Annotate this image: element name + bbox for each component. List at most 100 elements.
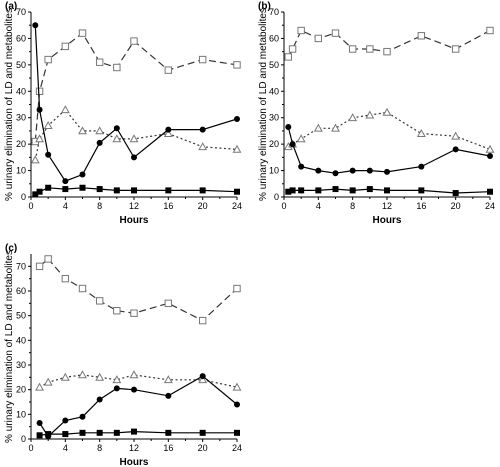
x-tick-label: 20 (451, 201, 461, 211)
y-tick-label: 40 (16, 335, 26, 345)
data-point-filled-circle (62, 178, 69, 185)
data-point-open-triangle (485, 144, 495, 153)
data-point-open-triangle (163, 128, 173, 137)
data-point-open-square (44, 255, 52, 263)
x-tick-label: 4 (63, 201, 68, 211)
data-point-open-triangle (43, 377, 53, 386)
chart-panel-1: 0 4 8 12 16 20 24 0 10 20 30 40 50 60 70 Hours % urinary… (258, 1, 495, 226)
x-tick-label: 8 (350, 201, 355, 211)
y-tick-label: 20 (16, 385, 26, 395)
data-point-open-square (198, 316, 207, 325)
data-point-open-triangle (60, 372, 70, 381)
y-tick-label: 10 (269, 166, 279, 176)
data-point-open-square (198, 55, 207, 64)
data-point-open-square (348, 45, 357, 53)
data-point-open-square (78, 284, 87, 293)
data-point-open-square (233, 284, 241, 293)
data-point-filled-square (234, 188, 240, 195)
data-point-filled-circle (452, 146, 459, 153)
data-point-filled-circle (298, 163, 305, 170)
data-point-open-square (164, 66, 173, 74)
x-tick-label: 8 (97, 443, 102, 453)
x-tick-label: 0 (281, 201, 286, 211)
data-point-filled-square (62, 186, 69, 193)
data-point-filled-square (45, 184, 52, 191)
data-point-filled-circle (62, 417, 69, 424)
data-point-open-square (61, 274, 70, 283)
data-point-open-triangle (95, 372, 105, 381)
data-point-open-triangle (60, 105, 70, 114)
data-point-filled-circle (332, 170, 339, 177)
data-point-filled-square (366, 186, 373, 193)
data-point-open-triangle (313, 123, 323, 132)
y-tick-label: 60 (269, 33, 279, 43)
data-point-filled-circle (165, 392, 172, 399)
x-tick-label: 20 (198, 443, 208, 453)
y-tick-label: 40 (269, 86, 279, 96)
x-tick-label: 24 (232, 201, 242, 211)
data-point-filled-circle (113, 125, 120, 132)
data-point-filled-square (45, 431, 52, 438)
data-point-open-square (233, 61, 241, 69)
data-point-filled-circle (131, 386, 137, 393)
data-point-open-triangle (198, 375, 208, 384)
data-point-open-square (35, 87, 44, 95)
data-point-filled-circle (487, 153, 493, 160)
data-point-filled-circle (45, 151, 52, 158)
data-point-open-square (331, 29, 340, 37)
data-point-filled-circle (285, 123, 292, 130)
y-tick-label: 20 (16, 139, 26, 149)
y-tick-label: 10 (16, 166, 26, 176)
data-point-filled-circle (79, 171, 86, 178)
data-point-filled-circle (366, 167, 373, 174)
series-line-2 (287, 126, 491, 174)
y-tick-label: 20 (269, 139, 279, 149)
data-point-open-triangle (365, 110, 375, 119)
data-point-open-triangle (112, 375, 122, 384)
data-point-open-square (44, 55, 52, 64)
data-point-open-triangle (129, 134, 139, 143)
data-point-open-triangle (30, 155, 40, 164)
data-point-open-triangle (35, 134, 45, 143)
data-point-open-square (95, 297, 104, 305)
y-tick-label: 60 (16, 286, 26, 296)
series-line-2 (39, 375, 238, 438)
data-point-filled-circle (199, 126, 206, 133)
data-point-filled-circle (315, 167, 322, 174)
data-point-filled-square (62, 431, 69, 438)
data-point-open-triangle (198, 142, 208, 151)
data-point-open-square (95, 58, 104, 66)
x-tick-label: 12 (382, 201, 392, 211)
data-point-open-triangle (43, 121, 53, 130)
data-point-open-square (61, 42, 70, 51)
data-point-open-square (130, 309, 138, 317)
y-tick-label: 0 (21, 434, 26, 444)
y-tick-label: 0 (274, 192, 279, 202)
y-tick-label: 70 (16, 261, 26, 271)
data-point-open-square (284, 53, 292, 61)
y-axis-title: % urinary elimination of LD and metaboli… (4, 250, 15, 443)
series-line-0 (39, 258, 238, 322)
data-point-open-triangle (382, 107, 392, 116)
data-point-filled-circle (199, 373, 206, 380)
panel-label: (c) (5, 243, 17, 254)
x-tick-label: 4 (316, 201, 321, 211)
data-point-filled-circle (131, 154, 137, 161)
data-point-filled-square (315, 187, 322, 194)
data-point-filled-square (199, 187, 206, 194)
data-point-open-triangle (348, 113, 358, 122)
y-tick-label: 50 (16, 311, 26, 321)
y-tick-label: 10 (16, 409, 26, 419)
y-tick-label: 30 (269, 113, 279, 123)
data-point-filled-circle (289, 141, 296, 148)
data-point-filled-circle (234, 401, 240, 408)
x-axis-title: Hours (120, 215, 149, 226)
y-tick-label: 0 (21, 192, 26, 202)
data-point-open-square (451, 45, 460, 53)
data-point-open-triangle (78, 370, 87, 379)
data-point-filled-square (418, 187, 425, 194)
data-point-filled-square (36, 188, 43, 195)
data-point-filled-square (349, 187, 356, 194)
data-point-filled-circle (234, 116, 240, 123)
